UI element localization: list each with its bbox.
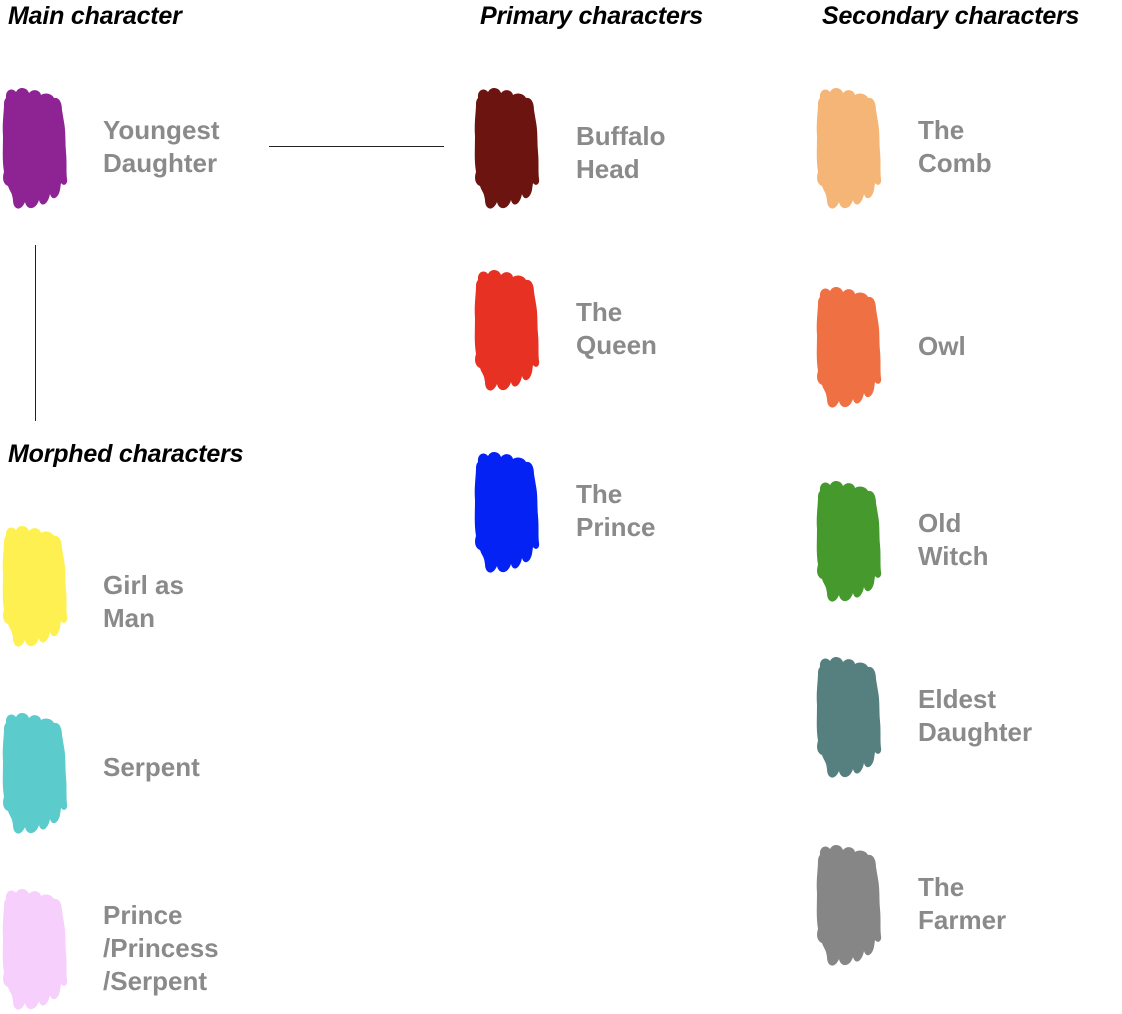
- color-swatch: [0, 522, 72, 652]
- marker-scribble-graphic: [474, 269, 540, 391]
- color-swatch: [814, 477, 886, 607]
- main-character-heading: Main character: [8, 2, 182, 30]
- marker-scribble-fill: [474, 269, 540, 391]
- character-label: Youngest Daughter: [103, 115, 220, 178]
- marker-scribble-fill: [474, 451, 540, 573]
- color-swatch: [814, 84, 886, 214]
- color-swatch: [472, 84, 544, 214]
- marker-scribble-fill: [2, 888, 68, 1010]
- marker-scribble-graphic: [474, 451, 540, 573]
- marker-scribble-fill: [816, 87, 882, 209]
- marker-scribble-graphic: [816, 480, 882, 602]
- marker-scribble-graphic: [816, 844, 882, 966]
- marker-scribble-graphic: [2, 525, 68, 647]
- marker-scribble-graphic: [2, 712, 68, 834]
- secondary-characters-heading: Secondary characters: [822, 2, 1080, 30]
- marker-scribble-fill: [816, 480, 882, 602]
- character-label: Girl as Man: [103, 570, 184, 633]
- marker-scribble-fill: [2, 87, 68, 209]
- character-label: Eldest Daughter: [918, 684, 1033, 747]
- marker-scribble-graphic: [816, 656, 882, 778]
- character-label: Buffalo Head: [576, 121, 666, 184]
- character-label: Owl: [918, 331, 966, 361]
- marker-scribble-fill: [816, 844, 882, 966]
- character-label: The Queen: [576, 297, 657, 360]
- marker-scribble-graphic: [2, 888, 68, 1010]
- color-swatch: [814, 653, 886, 783]
- marker-scribble-graphic: [474, 87, 540, 209]
- character-label: Prince/Princess/Serpent: [103, 900, 219, 996]
- marker-scribble-graphic: [816, 87, 882, 209]
- color-swatch: [472, 448, 544, 578]
- color-swatch: [814, 283, 886, 413]
- color-swatch: [814, 841, 886, 971]
- color-swatch: [472, 266, 544, 396]
- main-to-morphed-connector-line: [35, 245, 36, 421]
- primary-characters-heading: Primary characters: [480, 2, 703, 30]
- character-label: The Farmer: [918, 872, 1007, 935]
- main-to-primary-connector-line: [269, 146, 444, 147]
- character-label: The Comb: [918, 115, 992, 178]
- color-swatch: [0, 84, 72, 214]
- character-label: Serpent: [103, 752, 200, 782]
- marker-scribble-fill: [474, 87, 540, 209]
- marker-scribble-fill: [2, 712, 68, 834]
- marker-scribble-fill: [2, 525, 68, 647]
- marker-scribble-fill: [816, 286, 882, 408]
- marker-scribble-graphic: [2, 87, 68, 209]
- marker-scribble-fill: [816, 656, 882, 778]
- character-label: Old Witch: [918, 508, 989, 571]
- marker-scribble-graphic: [816, 286, 882, 408]
- color-swatch: [0, 885, 72, 1014]
- morphed-characters-heading: Morphed characters: [8, 440, 244, 468]
- character-label: The Prince: [576, 479, 656, 542]
- color-swatch: [0, 709, 72, 839]
